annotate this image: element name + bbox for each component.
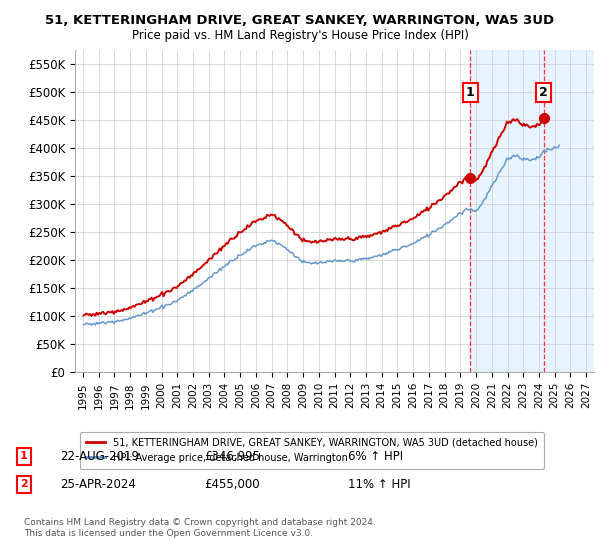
Text: 22-AUG-2019: 22-AUG-2019 [60,450,139,463]
Legend: 51, KETTERINGHAM DRIVE, GREAT SANKEY, WARRINGTON, WA5 3UD (detached house), HPI:: 51, KETTERINGHAM DRIVE, GREAT SANKEY, WA… [80,432,544,469]
Text: 2: 2 [20,479,28,489]
Text: 1: 1 [466,86,475,99]
Bar [544,50,594,372]
Text: Contains HM Land Registry data © Crown copyright and database right 2024.
This d: Contains HM Land Registry data © Crown c… [24,518,376,538]
Text: 6% ↑ HPI: 6% ↑ HPI [348,450,403,463]
Text: £455,000: £455,000 [204,478,260,491]
Text: 1: 1 [20,451,28,461]
Text: Price paid vs. HM Land Registry's House Price Index (HPI): Price paid vs. HM Land Registry's House … [131,29,469,42]
Text: 51, KETTERINGHAM DRIVE, GREAT SANKEY, WARRINGTON, WA5 3UD: 51, KETTERINGHAM DRIVE, GREAT SANKEY, WA… [46,14,554,27]
Text: 11% ↑ HPI: 11% ↑ HPI [348,478,410,491]
Text: £346,995: £346,995 [204,450,260,463]
Text: 25-APR-2024: 25-APR-2024 [60,478,136,491]
Text: 2: 2 [539,86,548,99]
Bar [470,50,594,372]
